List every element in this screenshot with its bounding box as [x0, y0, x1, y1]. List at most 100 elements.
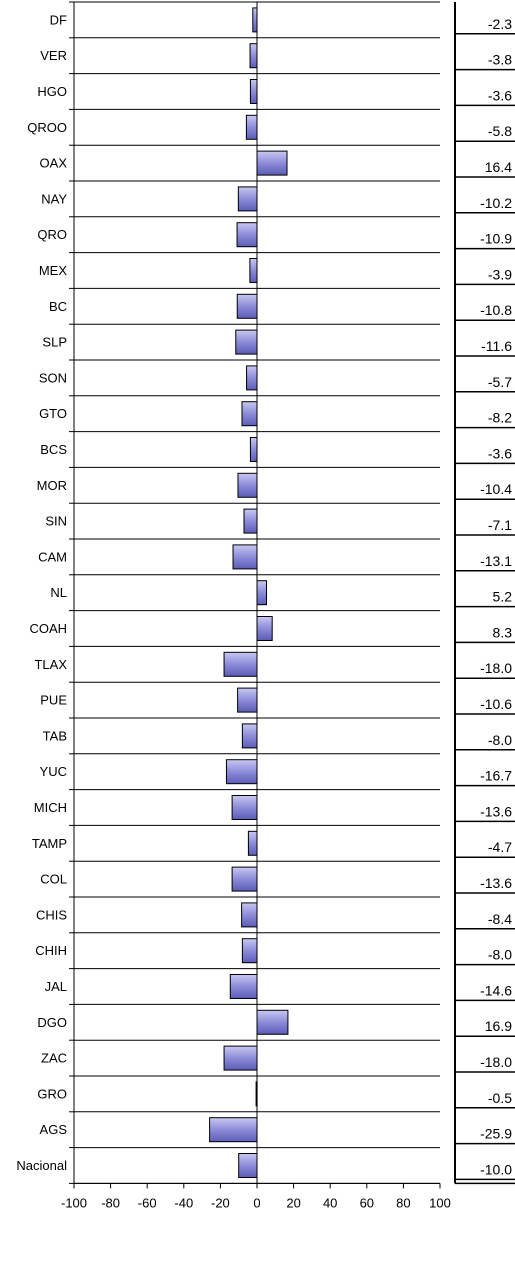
data-label: -10.4: [480, 481, 512, 497]
category-label: TAB: [43, 728, 67, 743]
bar-gto: [241, 401, 258, 427]
category-label: OAX: [40, 156, 68, 171]
plot-area: [73, 2, 258, 1184]
data-label: -7.1: [488, 517, 512, 533]
category-label: BCS: [40, 442, 67, 457]
category-label: MOR: [37, 478, 67, 493]
category-label: Nacional: [16, 1158, 67, 1173]
category-label: COAH: [29, 621, 67, 636]
bar-gro: [255, 1081, 258, 1107]
x-tick-label: 80: [396, 1195, 410, 1210]
data-label: 16.4: [485, 159, 512, 175]
data-label: -10.0: [480, 1161, 512, 1177]
data-label: -2.3: [488, 16, 512, 32]
data-label: -10.6: [480, 696, 512, 712]
data-label: -8.0: [488, 947, 512, 963]
bar-oax: [256, 150, 288, 176]
category-label: GTO: [39, 406, 67, 421]
category-labels: DF VER HGO QROO OAX NAY QRO MEX BC SLP SON GTO BCS MO…: [16, 12, 67, 1173]
data-label: -3.9: [488, 266, 512, 282]
x-axis: -100 -80 -60 -40 -20 0 20 40 60 80 100: [61, 1182, 451, 1210]
category-label: CHIH: [35, 943, 67, 958]
x-tick-label: -80: [101, 1195, 120, 1210]
data-label: -8.4: [488, 911, 512, 927]
bar-cam: [232, 544, 258, 570]
bar-ags: [209, 1117, 258, 1143]
category-label: GRO: [37, 1086, 67, 1101]
bar-bc: [236, 293, 258, 319]
bar-son: [246, 365, 258, 391]
data-label: 8.3: [493, 624, 513, 640]
bar-qroo: [245, 114, 258, 140]
x-tick-label: -100: [61, 1195, 87, 1210]
category-label: QRO: [37, 227, 67, 242]
bar-sin: [243, 508, 258, 534]
category-label: MEX: [39, 263, 68, 278]
category-label: CAM: [38, 549, 67, 564]
data-label: -14.6: [480, 982, 512, 998]
data-label: -25.9: [480, 1126, 512, 1142]
data-label: -8.0: [488, 732, 512, 748]
bar-qro: [236, 222, 258, 248]
x-tick-label: 100: [429, 1195, 451, 1210]
bar-nl: [256, 580, 268, 606]
x-tick-label: 0: [253, 1195, 260, 1210]
bar-mex: [249, 258, 258, 283]
bar-nacional: [238, 1153, 258, 1178]
data-label: -16.7: [480, 768, 512, 784]
category-label: AGS: [40, 1122, 68, 1137]
data-label: -13.6: [480, 803, 512, 819]
bar-nay: [237, 186, 258, 212]
data-label: -13.6: [480, 875, 512, 891]
bar-yuc: [225, 759, 258, 785]
bar-pue: [237, 687, 258, 713]
data-label: -13.1: [480, 553, 512, 569]
data-label: -3.8: [488, 52, 512, 68]
row-separators: [69, 1, 440, 1184]
bar-jal: [229, 974, 258, 999]
data-label: -5.8: [488, 123, 512, 139]
category-label: TLAX: [34, 657, 67, 672]
x-tick-label: -60: [138, 1195, 157, 1210]
category-label: JAL: [45, 979, 67, 994]
x-tick-label: 60: [360, 1195, 374, 1210]
category-label: QROO: [27, 120, 67, 135]
data-label: -11.6: [481, 338, 512, 354]
bar-tlax: [223, 651, 258, 677]
bar-chih: [241, 938, 258, 964]
category-label: NAY: [41, 191, 67, 206]
category-label: SIN: [45, 514, 67, 529]
category-label: COL: [40, 872, 67, 887]
bar-dgo: [256, 1009, 289, 1035]
data-label: -10.2: [480, 195, 512, 211]
data-label: -10.8: [480, 302, 512, 318]
bar-coah: [256, 616, 273, 641]
data-label: -5.7: [488, 374, 512, 390]
bar-bcs: [249, 437, 258, 462]
data-label: -10.9: [480, 231, 512, 247]
data-label: -18.0: [480, 660, 512, 676]
bar-col: [231, 866, 258, 892]
category-label: BC: [49, 299, 67, 314]
bar-ver: [249, 43, 258, 69]
category-label: HGO: [37, 84, 67, 99]
category-label: VER: [40, 48, 67, 63]
bar-tab: [241, 723, 258, 749]
category-label: PUE: [40, 693, 67, 708]
x-tick-label: -40: [174, 1195, 193, 1210]
bar-slp: [235, 329, 258, 355]
data-label: -8.2: [488, 410, 512, 426]
category-label: DF: [50, 12, 67, 27]
x-tick-label: 20: [286, 1195, 300, 1210]
data-label: -18.0: [480, 1054, 512, 1070]
category-label: TAMP: [32, 836, 67, 851]
bar-mich: [231, 795, 258, 820]
category-label: NL: [50, 585, 67, 600]
bars: [209, 7, 289, 1178]
data-label: -4.7: [488, 839, 512, 855]
bar-chis: [241, 902, 258, 928]
category-label: DGO: [37, 1015, 67, 1030]
data-label: -0.5: [488, 1090, 512, 1106]
bar-zac: [223, 1045, 258, 1071]
